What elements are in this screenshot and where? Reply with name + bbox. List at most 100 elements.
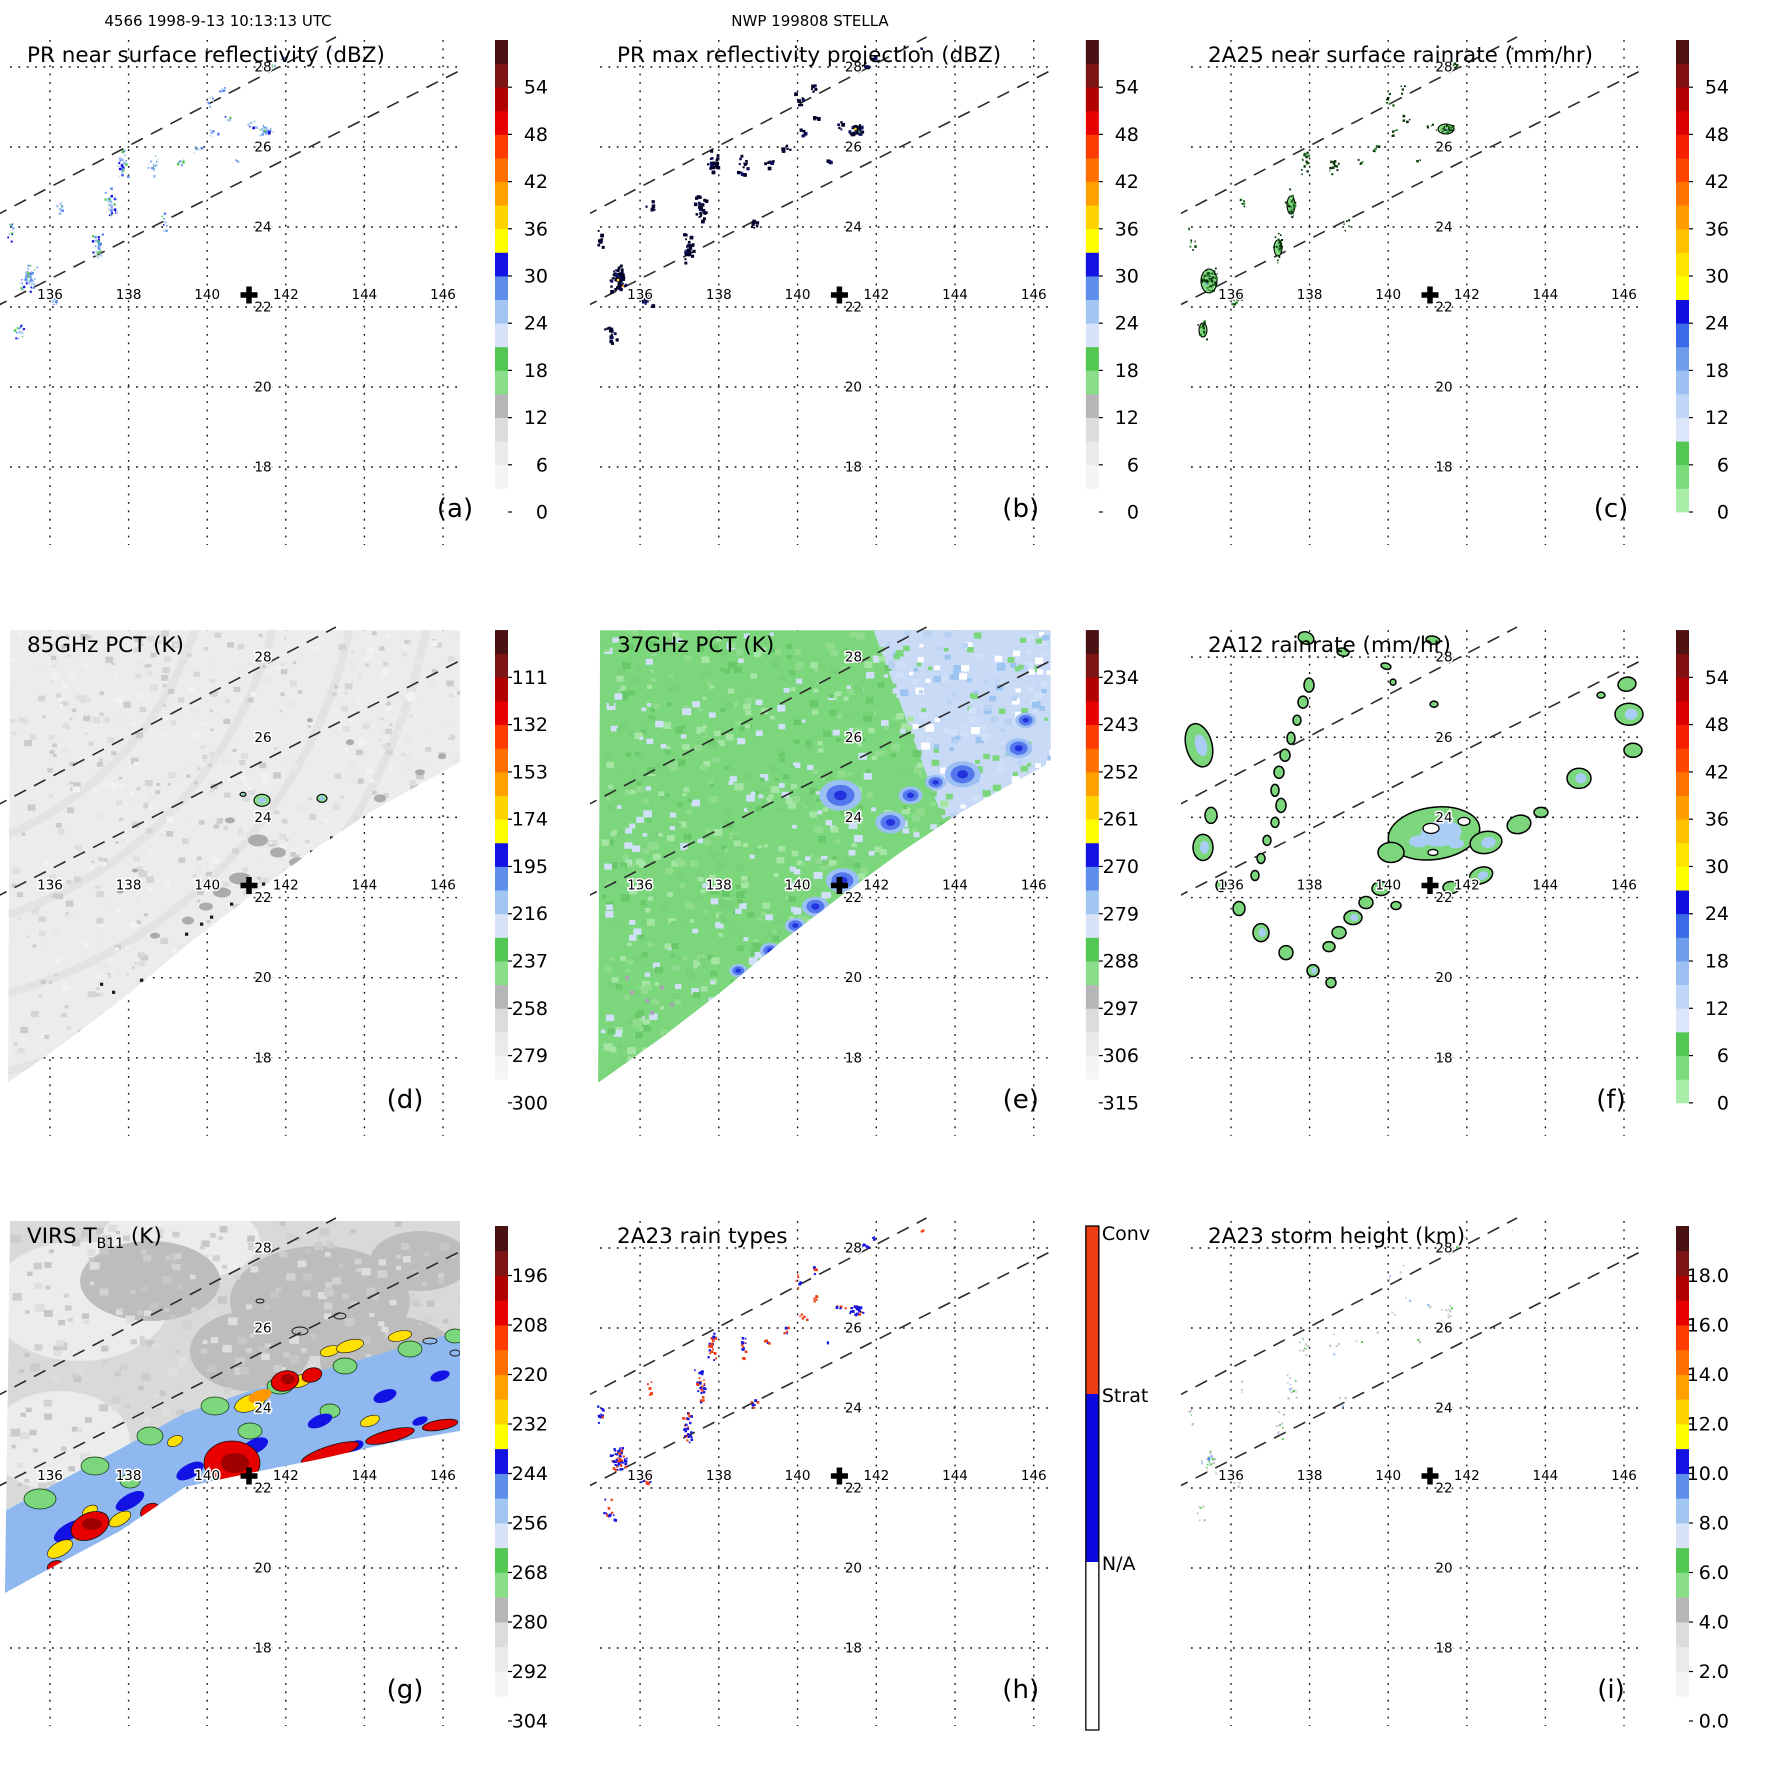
swath-texture-pixel [379, 646, 385, 651]
swath-texture-pixel [758, 794, 764, 799]
speckle-pixel [328, 47, 331, 50]
colorbar-segment [1676, 890, 1689, 915]
swath-texture-pixel [35, 1304, 45, 1312]
swath-texture-pixel [68, 1466, 75, 1472]
speckle-pixel [624, 1462, 628, 1466]
colorbar-segment [1676, 630, 1689, 655]
swath-texture-pixel [13, 1050, 19, 1055]
swath-texture-pixel [724, 766, 730, 770]
speckle-pixel [34, 269, 36, 271]
lon-tick-label: 146 [430, 287, 456, 303]
speckle-pixel [54, 294, 57, 296]
speckle-pixel [1509, 46, 1511, 48]
swath-texture-pixel [64, 912, 70, 916]
panel-background [590, 0, 1181, 590]
speckle-pixel [650, 1391, 653, 1395]
speckle-pixel [829, 160, 833, 165]
swath-texture-pixel [934, 665, 941, 671]
speckle-pixel [699, 1401, 703, 1404]
speckle-pixel [1401, 92, 1404, 95]
speckle-pixel [699, 1387, 703, 1391]
swath-texture-pixel [738, 658, 744, 663]
speckle-pixel [259, 134, 261, 137]
speckle-pixel [742, 166, 745, 169]
swath-texture-pixel [62, 723, 69, 729]
swath-texture-pixel [270, 1291, 280, 1299]
emission-blob-core [792, 923, 799, 929]
speckle-pixel [1288, 211, 1291, 213]
swath-texture-pixel [1035, 638, 1042, 644]
swath-texture-pixel [353, 816, 360, 822]
speckle-extra-pixel [1211, 1463, 1213, 1465]
swath-texture-pixel [73, 876, 82, 883]
swath-texture-pixel [814, 858, 822, 864]
speckle-pixel [642, 1479, 645, 1483]
swath-texture-pixel [53, 1349, 62, 1357]
panel-title: PR max reflectivity projection (dBZ) [617, 43, 1001, 68]
swath-texture-pixel [625, 643, 634, 651]
swath-texture-pixel [135, 897, 141, 902]
swath-texture-pixel [793, 869, 801, 875]
swath-texture-pixel [918, 690, 924, 694]
swath-texture-pixel [186, 774, 191, 778]
swath-texture-pixel [716, 861, 725, 868]
colorbar-segment [495, 1226, 508, 1252]
swath-texture-pixel [668, 675, 674, 679]
swath-texture-pixel [775, 749, 782, 755]
speckle-pixel [743, 163, 747, 166]
speckle-pixel [714, 1357, 717, 1360]
speckle-pixel [619, 1458, 622, 1461]
speckle-pixel [29, 265, 32, 267]
speckle-pixel [702, 1399, 705, 1402]
swath-texture-pixel [632, 768, 637, 773]
swath-texture-pixel [904, 631, 911, 637]
speckle-pixel [597, 239, 602, 243]
swath-texture-pixel [606, 702, 616, 711]
colorbar-segment [1085, 488, 1099, 513]
speckle-pixel [1284, 201, 1287, 204]
speckle-pixel [25, 282, 28, 285]
swath-texture-pixel [949, 674, 957, 680]
swath-texture-pixel [983, 753, 990, 760]
speckle-pixel [746, 167, 750, 171]
swath-texture-pixel [32, 944, 37, 948]
speckle-pixel [1441, 128, 1443, 131]
speckle-pixel [121, 170, 124, 173]
swath-texture-pixel [795, 664, 803, 671]
speckle-pixel [1511, 47, 1514, 50]
speckle-pixel [164, 221, 167, 224]
swath-texture-pixel [813, 871, 823, 879]
swath-texture-pixel [655, 720, 664, 728]
swath-texture-pixel [753, 848, 761, 854]
swath-texture-pixel [768, 794, 774, 799]
swath-texture-pixel [47, 758, 52, 762]
swath-texture-pixel [635, 1032, 643, 1039]
panel-background [1181, 1181, 1771, 1771]
rain-area-blob [1279, 748, 1291, 763]
cloud-edge-green [119, 1473, 141, 1489]
colorbar-segment [1085, 1394, 1099, 1562]
lat-tick-label: 24 [845, 1401, 862, 1417]
swath-texture-pixel [167, 783, 171, 786]
swath-texture-pixel [881, 719, 889, 726]
speckle-pixel [13, 329, 17, 332]
swath-texture-pixel [350, 666, 358, 672]
speckle-pixel [1302, 1349, 1305, 1352]
swath-texture-pixel [994, 678, 1000, 683]
colorbar-segment [1676, 63, 1689, 88]
speckle-pixel [1209, 285, 1212, 288]
speckle-pixel [1194, 240, 1196, 243]
swath-texture-pixel [448, 693, 454, 698]
speckle-pixel [613, 1448, 616, 1451]
swath-texture-pixel [57, 697, 64, 702]
swath-texture-pixel [829, 649, 838, 657]
rain-area-blob [1325, 976, 1337, 989]
speckle-pixel [20, 282, 22, 285]
speckle-pixel [1416, 160, 1419, 163]
colorbar-segment [1085, 1079, 1099, 1104]
swath-texture-pixel [1010, 662, 1017, 668]
orbit-timestamp-header: 4566 1998-9-13 10:13:13 UTC [104, 12, 332, 30]
swath-texture-pixel [693, 964, 698, 969]
colorbar-segment [1676, 1448, 1689, 1474]
speckle-pixel [108, 207, 111, 210]
